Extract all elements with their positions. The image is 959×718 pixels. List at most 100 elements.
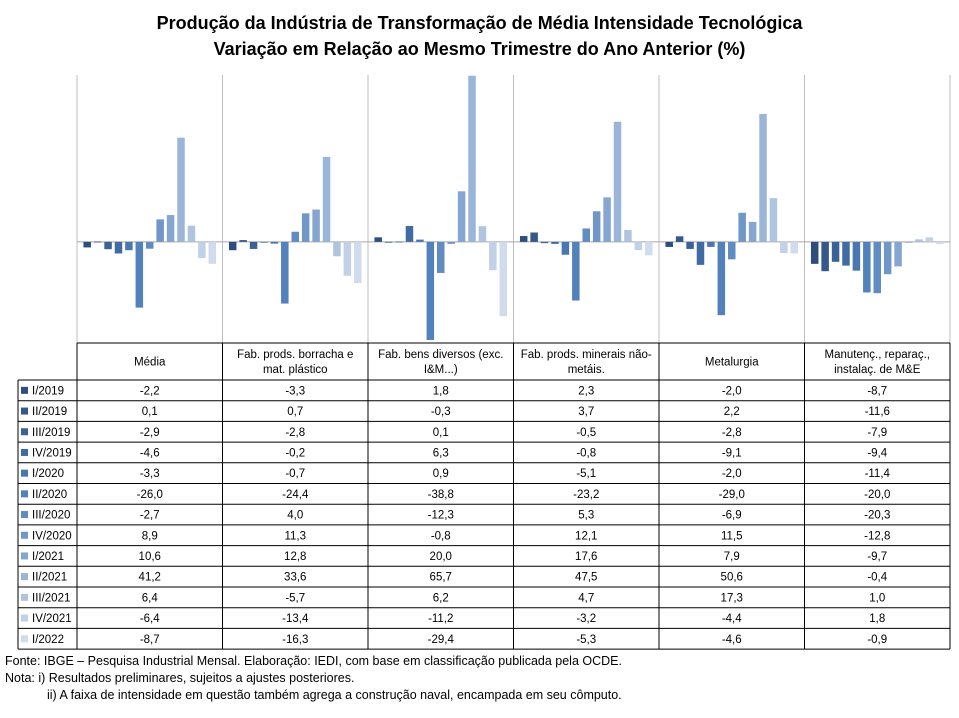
bar	[468, 75, 476, 242]
legend-label: III/2021	[32, 592, 70, 604]
data-label: -11,4	[865, 468, 891, 480]
bar	[239, 240, 247, 242]
legend-swatch	[21, 531, 28, 539]
bar	[634, 241, 643, 250]
data-label: -4,6	[722, 634, 742, 646]
legend-label: I/2021	[32, 551, 64, 563]
data-label: 1,8	[869, 613, 885, 625]
legend-label: III/2019	[32, 427, 70, 439]
legend-label: II/2019	[32, 406, 67, 418]
data-label: 11,3	[284, 530, 306, 542]
bar	[281, 241, 289, 304]
bar	[270, 241, 279, 244]
bar	[810, 241, 819, 264]
bar	[166, 215, 175, 242]
bar	[624, 229, 632, 242]
data-label: -20,0	[864, 489, 890, 501]
data-label: -4,4	[722, 613, 742, 625]
data-label: 4,7	[578, 592, 594, 604]
data-label: 12,1	[575, 530, 597, 542]
legend-swatch	[21, 386, 28, 394]
bar	[790, 241, 799, 254]
bar	[748, 221, 757, 242]
table-header-label: I&M...)	[424, 364, 458, 376]
bar	[852, 241, 861, 271]
legend-label: II/2020	[32, 489, 67, 501]
data-label: 6,4	[142, 592, 159, 604]
data-label: 1,8	[433, 385, 449, 397]
bar	[405, 225, 414, 242]
data-label: 0,7	[287, 406, 303, 418]
chart-title-line1: Produção da Indústria de Transformação d…	[156, 13, 803, 33]
bar	[104, 241, 112, 250]
bar	[863, 241, 871, 293]
bar	[489, 241, 497, 271]
bar	[728, 241, 736, 260]
table-header-label: Manutenç., reparaç.,	[825, 349, 930, 361]
bar	[675, 236, 684, 242]
data-label: 6,2	[433, 592, 449, 604]
bar	[301, 213, 310, 242]
legend-swatch	[21, 573, 28, 581]
bar	[447, 241, 455, 244]
data-label: 1,0	[869, 592, 885, 604]
data-label: -24,4	[282, 489, 309, 501]
bar	[603, 197, 611, 242]
bar	[707, 241, 715, 247]
data-label: 2,2	[724, 406, 740, 418]
legend-swatch	[21, 469, 28, 477]
bar	[821, 241, 829, 272]
data-label: 4,0	[287, 510, 303, 522]
bar	[883, 241, 892, 275]
bar	[613, 121, 622, 242]
bar	[665, 241, 673, 247]
source-note: Fonte: IBGE – Pesquisa Industrial Mensal…	[5, 654, 622, 668]
data-label: -0,9	[867, 634, 887, 646]
data-label: -4,6	[140, 447, 160, 459]
bar	[457, 191, 466, 242]
data-label: -0,2	[285, 447, 305, 459]
table-header-label: Média	[134, 357, 166, 369]
bar	[312, 209, 320, 242]
bar	[125, 241, 133, 251]
data-label: 65,7	[430, 572, 452, 584]
data-label: -0,4	[867, 572, 887, 584]
legend-swatch	[21, 635, 28, 643]
bar	[842, 241, 850, 266]
bar	[395, 241, 403, 243]
data-label: -3,2	[576, 613, 596, 625]
bar	[894, 241, 902, 267]
data-label: -7,9	[867, 427, 887, 439]
data-label: -0,5	[576, 427, 596, 439]
table-header-label: instalaç. de M&E	[834, 364, 921, 376]
data-label: -0,8	[576, 447, 596, 459]
data-label: 6,3	[433, 447, 449, 459]
bar	[873, 241, 881, 294]
data-label: 20,0	[430, 551, 452, 563]
data-label: -5,1	[576, 468, 596, 480]
bar	[249, 241, 258, 249]
legend-label: I/2019	[32, 385, 64, 397]
data-label: 10,6	[139, 551, 161, 563]
bar	[177, 137, 185, 242]
bar	[198, 241, 206, 259]
data-label: -16,3	[282, 634, 308, 646]
data-label: -29,4	[428, 634, 455, 646]
bar	[915, 239, 923, 242]
bar	[208, 241, 217, 264]
bar	[228, 241, 237, 251]
data-label: 41,2	[139, 572, 161, 584]
bar	[540, 241, 549, 244]
legend-swatch	[21, 552, 28, 560]
chart-title-line2: Variação em Relação ao Mesmo Trimestre d…	[213, 39, 746, 59]
data-label: 50,6	[721, 572, 743, 584]
bar	[592, 211, 601, 242]
data-label: -5,3	[576, 634, 596, 646]
bar	[374, 237, 382, 242]
data-label: -13,4	[282, 613, 309, 625]
data-label: 0,9	[433, 468, 449, 480]
bar	[582, 228, 590, 242]
data-label: -11,2	[428, 613, 453, 625]
data-label: -2,8	[285, 427, 305, 439]
